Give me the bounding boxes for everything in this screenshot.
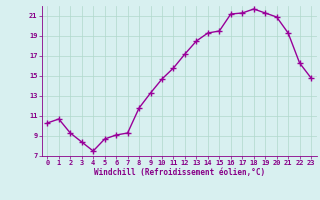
X-axis label: Windchill (Refroidissement éolien,°C): Windchill (Refroidissement éolien,°C) — [94, 168, 265, 177]
